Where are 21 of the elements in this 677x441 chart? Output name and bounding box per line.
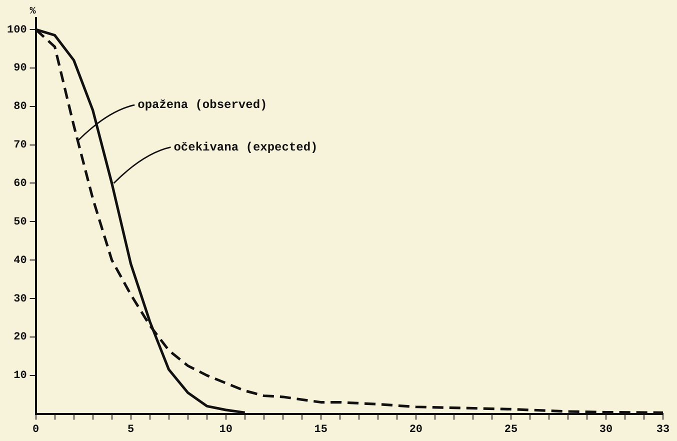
y-axis-title: % [30,6,36,18]
x-tick-label: 20 [409,424,423,436]
y-tick-label: 70 [14,140,27,152]
x-tick-label: 0 [32,424,40,436]
y-tick-label: 60 [14,178,27,190]
y-tick-label: 30 [14,293,27,306]
x-tick-label: 30 [599,424,613,436]
y-tick-label: 40 [14,254,27,267]
y-tick-label: 20 [14,332,27,344]
annotation: opažena (observed) [138,98,268,112]
x-tick-label: 25 [504,424,518,436]
x-tick-label: 10 [219,424,232,436]
x-tick-label: 5 [128,424,135,436]
y-tick-label: 10 [14,370,27,382]
y-tick-label: 50 [14,216,27,228]
y-tick-label: 100 [6,24,27,36]
x-tick-label: 15 [314,424,328,436]
y-tick-label: 80 [14,101,27,114]
annotation: očekivana (expected) [174,140,318,154]
x-tick-label: 33 [656,424,670,436]
y-tick-label: 90 [14,62,27,75]
